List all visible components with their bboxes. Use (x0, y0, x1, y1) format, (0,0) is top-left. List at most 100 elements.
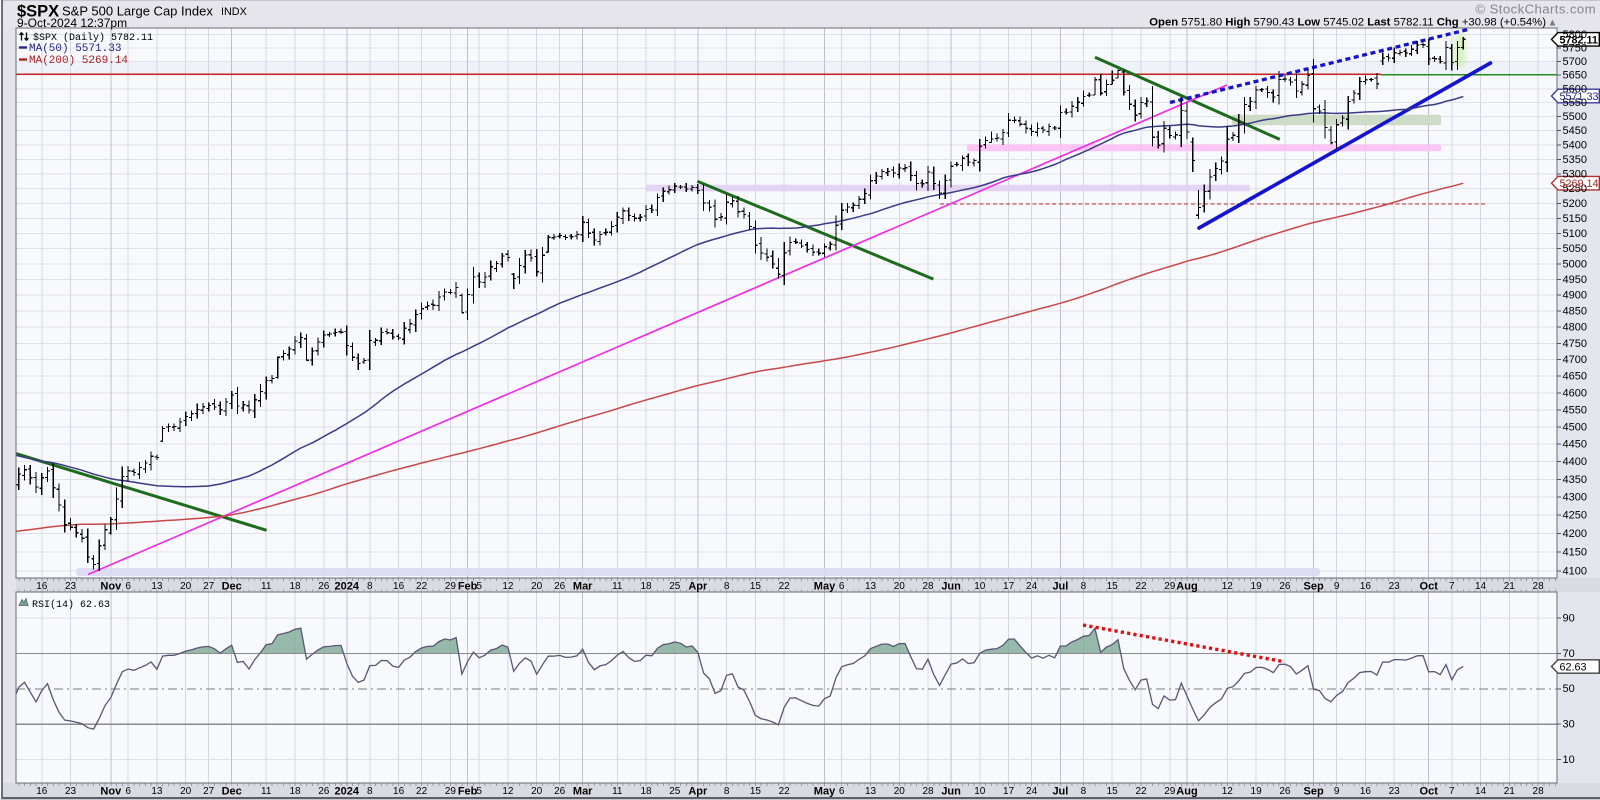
svg-text:13: 13 (151, 786, 163, 797)
svg-text:4950: 4950 (1563, 274, 1587, 286)
svg-text:24: 24 (1026, 581, 1038, 592)
svg-text:29: 29 (1164, 581, 1176, 592)
svg-text:4650: 4650 (1563, 371, 1587, 383)
svg-text:7: 7 (1449, 786, 1455, 797)
svg-text:5450: 5450 (1563, 125, 1587, 137)
svg-text:5350: 5350 (1563, 154, 1587, 166)
svg-text:4250: 4250 (1563, 510, 1587, 522)
svg-text:19: 19 (1251, 786, 1263, 797)
svg-text:5100: 5100 (1563, 228, 1587, 240)
svg-text:5571.33: 5571.33 (1560, 91, 1599, 103)
svg-text:25: 25 (669, 786, 681, 797)
svg-text:Open 5751.80 High 5790.43 Low: Open 5751.80 High 5790.43 Low 5745.02 La… (1149, 17, 1546, 29)
svg-text:8: 8 (1081, 581, 1087, 592)
svg-text:5250: 5250 (1563, 183, 1587, 195)
svg-text:23: 23 (65, 786, 77, 797)
svg-text:4400: 4400 (1563, 456, 1587, 468)
svg-text:5269.14: 5269.14 (1560, 178, 1599, 190)
svg-text:26: 26 (1279, 581, 1291, 592)
svg-text:4500: 4500 (1563, 421, 1587, 433)
svg-text:18: 18 (289, 581, 301, 592)
svg-text:22: 22 (779, 786, 791, 797)
svg-text:19: 19 (1251, 581, 1263, 592)
svg-text:6: 6 (839, 581, 845, 592)
svg-text:17: 17 (1003, 786, 1015, 797)
svg-text:5: 5 (476, 581, 482, 592)
svg-text:17: 17 (1003, 581, 1015, 592)
svg-text:28: 28 (1533, 786, 1545, 797)
svg-text:5050: 5050 (1563, 243, 1587, 255)
svg-text:27: 27 (203, 581, 215, 592)
svg-text:4600: 4600 (1563, 387, 1587, 399)
svg-text:Jul: Jul (1052, 785, 1068, 797)
svg-text:4150: 4150 (1563, 547, 1587, 559)
svg-text:90: 90 (1563, 612, 1575, 624)
svg-text:Oct: Oct (1420, 580, 1439, 592)
svg-text:20: 20 (531, 786, 543, 797)
svg-text:26: 26 (554, 581, 566, 592)
svg-text:6: 6 (839, 786, 845, 797)
svg-text:12: 12 (1222, 786, 1234, 797)
svg-text:Aug: Aug (1176, 785, 1197, 797)
svg-text:9-Oct-2024 12:37pm: 9-Oct-2024 12:37pm (17, 16, 127, 30)
svg-text:Mar: Mar (573, 580, 593, 592)
svg-text:18: 18 (640, 786, 652, 797)
svg-text:70: 70 (1563, 648, 1575, 660)
svg-text:S&P 500 Large Cap Index: S&P 500 Large Cap Index (62, 4, 213, 19)
svg-text:Feb: Feb (458, 785, 478, 797)
svg-text:5700: 5700 (1563, 56, 1587, 68)
svg-text:5600: 5600 (1563, 83, 1587, 95)
svg-text:Jun: Jun (941, 785, 961, 797)
svg-text:14: 14 (1475, 581, 1487, 592)
svg-text:4100: 4100 (1563, 565, 1587, 577)
svg-text:Aug: Aug (1176, 580, 1197, 592)
svg-text:4450: 4450 (1563, 439, 1587, 451)
svg-text:28: 28 (1533, 581, 1545, 592)
svg-text:5400: 5400 (1563, 140, 1587, 152)
svg-text:Dec: Dec (222, 580, 242, 592)
svg-text:5782.11: 5782.11 (1560, 34, 1598, 46)
svg-text:12: 12 (502, 581, 514, 592)
svg-text:4350: 4350 (1563, 474, 1587, 486)
svg-text:Mar: Mar (573, 785, 593, 797)
svg-text:14: 14 (1475, 786, 1487, 797)
svg-text:5150: 5150 (1563, 213, 1587, 225)
svg-text:5750: 5750 (1563, 42, 1587, 54)
svg-text:28: 28 (922, 786, 934, 797)
svg-text:26: 26 (1279, 786, 1291, 797)
svg-text:5500: 5500 (1563, 111, 1587, 123)
svg-text:Nov: Nov (100, 580, 122, 592)
svg-text:18: 18 (289, 786, 301, 797)
svg-text:16: 16 (393, 581, 405, 592)
svg-text:25: 25 (669, 581, 681, 592)
svg-text:26: 26 (554, 786, 566, 797)
svg-text:62.63: 62.63 (1560, 662, 1587, 674)
svg-text:4300: 4300 (1563, 492, 1587, 504)
svg-text:Nov: Nov (100, 785, 122, 797)
svg-text:29: 29 (1164, 786, 1176, 797)
svg-text:5550: 5550 (1563, 97, 1587, 109)
svg-text:13: 13 (865, 786, 877, 797)
svg-text:10: 10 (974, 786, 986, 797)
svg-text:8: 8 (367, 581, 373, 592)
svg-text:MA(200) 5269.14: MA(200) 5269.14 (29, 55, 128, 67)
svg-text:28: 28 (922, 581, 934, 592)
svg-text:16: 16 (1360, 786, 1372, 797)
svg-text:22: 22 (416, 786, 428, 797)
svg-text:6: 6 (125, 786, 131, 797)
svg-text:21: 21 (1504, 581, 1516, 592)
svg-text:Jun: Jun (941, 580, 961, 592)
svg-text:26: 26 (318, 786, 330, 797)
svg-text:MA(50) 5571.33: MA(50) 5571.33 (29, 43, 121, 55)
svg-text:Sep: Sep (1304, 580, 1324, 592)
svg-text:8: 8 (1081, 786, 1087, 797)
svg-text:22: 22 (1135, 581, 1147, 592)
svg-text:9: 9 (1334, 581, 1340, 592)
svg-text:7: 7 (1449, 581, 1455, 592)
svg-text:13: 13 (865, 581, 877, 592)
svg-text:20: 20 (894, 786, 906, 797)
svg-text:20: 20 (531, 581, 543, 592)
svg-text:▲: ▲ (1548, 18, 1558, 29)
svg-text:21: 21 (1504, 786, 1516, 797)
svg-text:$SPX (Daily) 5782.11: $SPX (Daily) 5782.11 (33, 32, 153, 44)
